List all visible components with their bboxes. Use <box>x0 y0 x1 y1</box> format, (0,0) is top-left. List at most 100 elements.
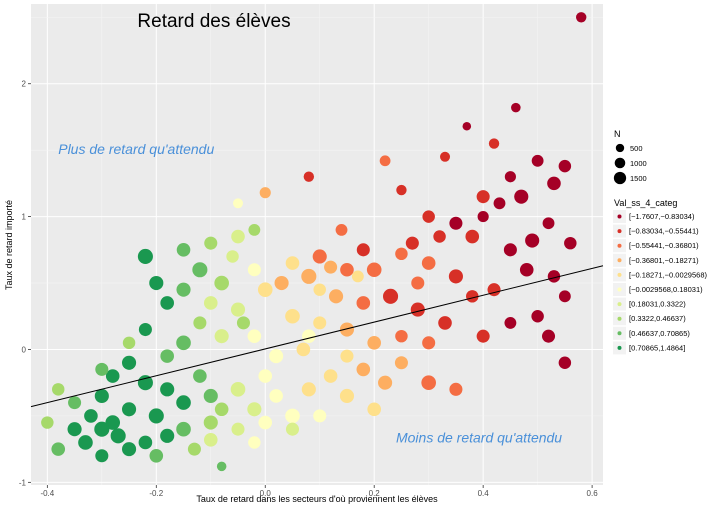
data-point <box>339 322 355 337</box>
data-point <box>203 433 218 447</box>
data-point <box>68 396 82 410</box>
data-point <box>558 290 571 303</box>
y-tick-label: 2 <box>22 80 27 89</box>
data-point <box>138 435 153 450</box>
data-point <box>94 388 109 404</box>
data-point <box>547 270 561 283</box>
data-point <box>176 243 191 257</box>
data-point <box>52 383 65 396</box>
data-point <box>236 316 250 330</box>
y-tick-label: 1 <box>22 213 27 222</box>
size-legend-entries: 500 1000 1500 <box>613 143 647 185</box>
data-point <box>519 262 534 277</box>
data-point <box>216 461 227 472</box>
data-point <box>558 159 572 173</box>
data-point <box>514 189 529 204</box>
data-point <box>313 283 326 296</box>
color-legend-title: Val_ss_4_categ <box>614 198 677 208</box>
data-point <box>121 355 137 370</box>
data-point <box>335 223 348 236</box>
annotation-plus-retard: Plus de retard qu'attendu <box>58 141 214 157</box>
data-point <box>247 263 261 277</box>
data-point <box>137 248 153 265</box>
data-point <box>41 416 54 429</box>
color-legend-label: [−0.18271,−0.0029568) <box>629 270 707 279</box>
data-point <box>351 270 364 283</box>
data-point <box>462 121 472 131</box>
data-point <box>410 302 425 317</box>
data-point <box>285 422 300 436</box>
data-point <box>231 422 245 436</box>
data-point <box>149 275 164 291</box>
data-point <box>78 435 93 450</box>
data-point <box>422 210 435 223</box>
data-points <box>41 12 587 472</box>
color-legend-key <box>617 229 622 234</box>
color-legend-label: [0.46637,0.70865) <box>629 329 690 338</box>
color-legend-label: [−0.36801,−0.18271) <box>629 256 699 265</box>
data-point <box>525 233 540 248</box>
data-point <box>323 369 338 383</box>
size-legend-label: 500 <box>630 144 643 153</box>
data-point <box>511 102 521 113</box>
color-legend-entries: [−1.7607,−0.83034) [−0.83034,−0.55441) [−0… <box>613 210 707 355</box>
data-point <box>138 323 152 337</box>
data-point <box>121 402 137 417</box>
data-point <box>160 349 174 363</box>
data-point <box>440 151 451 162</box>
data-point <box>187 442 201 456</box>
data-point <box>449 382 463 396</box>
x-tick-label: 0.4 <box>478 489 490 498</box>
x-tick-label: -0.2 <box>149 489 163 498</box>
data-point <box>95 362 109 376</box>
data-point <box>259 187 271 199</box>
data-point <box>247 402 262 417</box>
color-legend-label: [−0.0029568,0.18031) <box>629 285 703 294</box>
data-point <box>303 171 315 182</box>
x-tick-label: 0.2 <box>369 489 381 498</box>
data-point <box>379 155 391 167</box>
data-point <box>367 336 382 350</box>
size-legend-label: 1500 <box>630 174 647 183</box>
data-point <box>248 436 261 449</box>
data-point <box>564 236 577 250</box>
data-point <box>394 356 408 370</box>
size-legend-key <box>613 171 627 185</box>
data-point <box>465 229 480 244</box>
data-point <box>340 262 354 277</box>
data-point <box>558 356 572 369</box>
data-point <box>411 276 425 290</box>
color-legend-key <box>617 331 622 336</box>
data-point <box>203 388 218 404</box>
data-point <box>477 211 489 223</box>
data-point <box>329 289 344 304</box>
data-point <box>324 260 338 274</box>
data-point <box>149 448 164 463</box>
data-point <box>193 369 207 383</box>
data-point <box>226 250 239 263</box>
y-axis-title: Taux de retard importé <box>4 200 14 290</box>
color-legend-key <box>617 316 622 321</box>
color-legend-label: [−0.83034,−0.55441) <box>629 227 699 236</box>
color-legend-label: [0.18031,0.3322) <box>629 300 686 309</box>
data-point <box>214 329 229 344</box>
data-point <box>488 138 500 149</box>
data-point <box>448 269 463 284</box>
color-legend-label: [0.70865,1.4864] <box>629 343 685 352</box>
data-point <box>176 335 191 351</box>
data-point <box>122 336 136 350</box>
data-point <box>405 236 419 250</box>
data-point <box>356 243 370 257</box>
color-legend-key <box>617 243 622 248</box>
data-point <box>301 268 317 284</box>
data-point <box>396 184 407 196</box>
data-point <box>542 217 555 230</box>
y-tick-label: 0 <box>22 345 27 354</box>
size-legend-title: N <box>614 129 621 139</box>
data-point <box>313 316 327 330</box>
data-point <box>576 12 587 23</box>
data-point <box>421 375 436 390</box>
data-point <box>466 290 479 303</box>
regression-line <box>30 265 604 408</box>
data-point <box>94 421 110 437</box>
